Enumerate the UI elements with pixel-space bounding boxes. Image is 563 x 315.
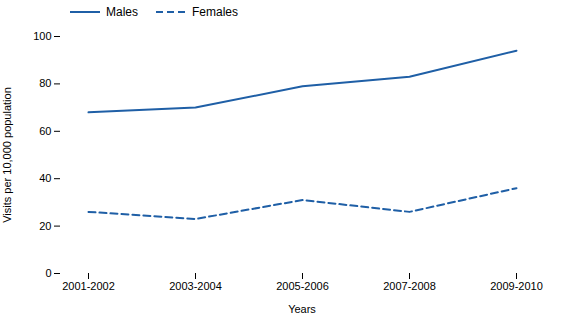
svg-text:Visits per 10,000 population: Visits per 10,000 population: [1, 87, 13, 223]
svg-text:Years: Years: [288, 303, 316, 315]
svg-text:80: 80: [39, 77, 51, 89]
svg-text:100: 100: [33, 30, 51, 42]
svg-text:60: 60: [39, 125, 51, 137]
svg-text:2007-2008: 2007-2008: [383, 280, 436, 292]
svg-text:2003-2004: 2003-2004: [169, 280, 222, 292]
svg-text:2001-2002: 2001-2002: [62, 280, 115, 292]
html-text:Females: Females: [192, 5, 238, 19]
svg-text:0: 0: [45, 267, 51, 279]
svg-text:40: 40: [39, 172, 51, 184]
svg-text:20: 20: [39, 220, 51, 232]
html-text:Males: Males: [106, 5, 138, 19]
svg-text:2009-2010: 2009-2010: [490, 280, 543, 292]
svg-text:2005-2006: 2005-2006: [276, 280, 329, 292]
